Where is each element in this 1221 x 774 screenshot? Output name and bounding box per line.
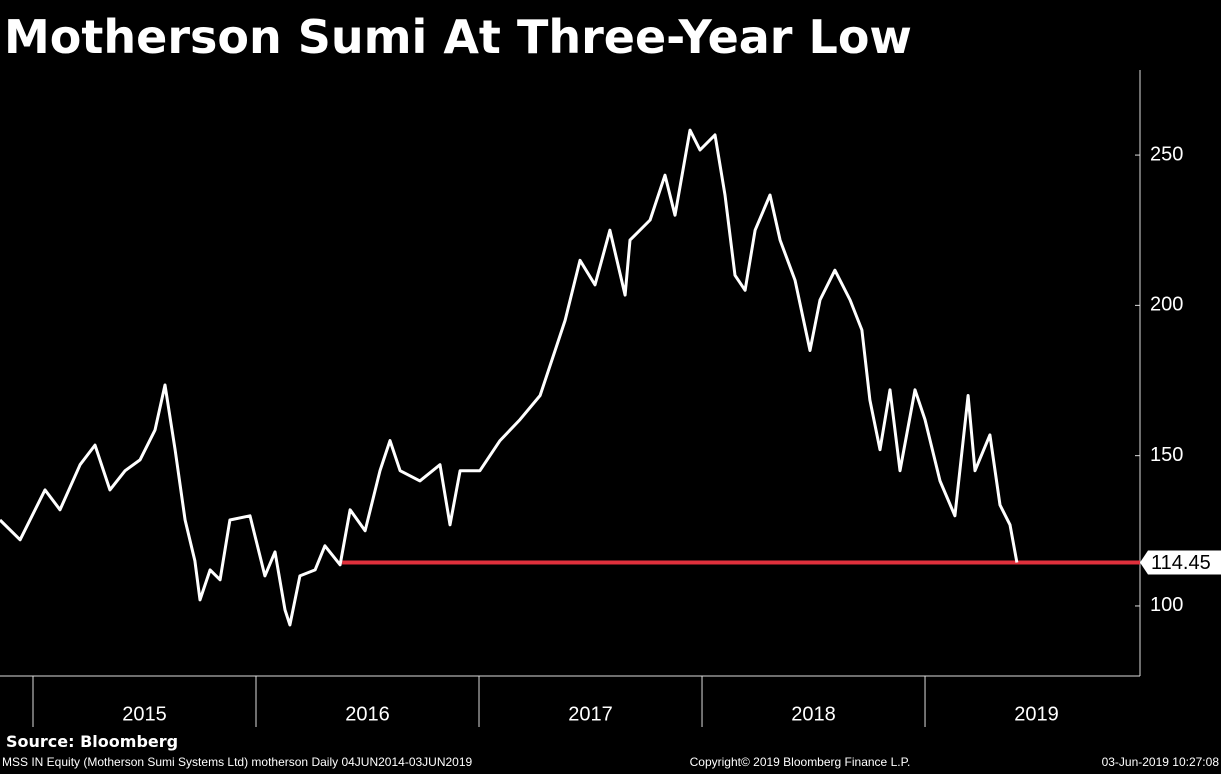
last-value-tag bbox=[1140, 550, 1221, 575]
chart-title: Motherson Sumi At Three-Year Low bbox=[4, 10, 912, 64]
x-tick-label: 2018 bbox=[791, 703, 836, 725]
y-tick-label: 200 bbox=[1150, 294, 1183, 316]
x-tick-label: 2017 bbox=[568, 703, 613, 725]
footer-right: 03-Jun-2019 10:27:08 bbox=[1102, 755, 1220, 769]
price-line bbox=[0, 128, 1019, 627]
footer-left: MSS IN Equity (Motherson Sumi Systems Lt… bbox=[2, 755, 473, 769]
last-value-label: 114.45 bbox=[1151, 552, 1211, 574]
x-tick-label: 2019 bbox=[1014, 703, 1059, 725]
footer-center: Copyright© 2019 Bloomberg Finance L.P. bbox=[690, 755, 911, 769]
y-tick-label: 250 bbox=[1150, 143, 1183, 165]
y-tick-label: 100 bbox=[1150, 594, 1183, 616]
source: Source: Bloomberg bbox=[6, 732, 178, 751]
x-tick-label: 2016 bbox=[345, 703, 390, 725]
x-tick-label: 2015 bbox=[122, 703, 167, 725]
y-tick-label: 150 bbox=[1150, 444, 1183, 466]
